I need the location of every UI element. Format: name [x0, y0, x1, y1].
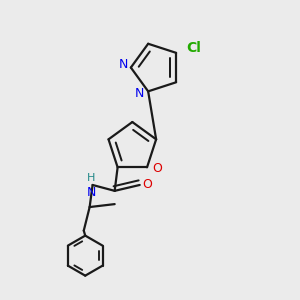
Text: N: N — [135, 87, 145, 100]
Text: N: N — [118, 58, 128, 71]
Text: O: O — [152, 162, 162, 175]
Text: H: H — [87, 173, 95, 184]
Text: O: O — [143, 178, 152, 191]
Text: N: N — [86, 186, 96, 199]
Text: Cl: Cl — [186, 41, 201, 56]
